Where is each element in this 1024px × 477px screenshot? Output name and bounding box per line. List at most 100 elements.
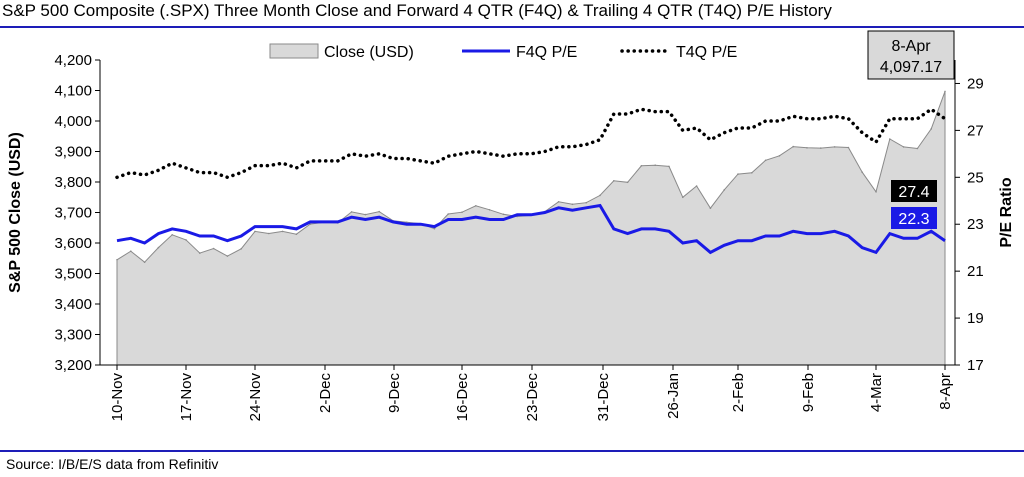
close-point [820, 147, 822, 149]
x-tick-label: 17-Nov [178, 373, 195, 422]
close-point [889, 138, 891, 140]
close-point [130, 250, 132, 252]
y-tick-label: 3,600 [54, 235, 92, 252]
close-point [295, 233, 298, 235]
y-tick-label: 3,300 [54, 327, 92, 344]
y2-axis-title: P/E Ratio [998, 177, 1015, 247]
close-point [626, 181, 629, 184]
close-point [764, 159, 767, 162]
y2-tick-label: 27 [967, 122, 984, 139]
close-point [792, 145, 794, 148]
close-point [557, 201, 560, 203]
close-point [281, 230, 284, 233]
close-point [668, 165, 670, 168]
close-point [599, 194, 601, 197]
callout-box [867, 30, 955, 80]
labels-layer: Close (USD) F4Q P/E T4Q P/E 8-Apr 4,097.17 27… [269, 30, 955, 229]
close-point [488, 209, 491, 211]
y-tick-label: 3,900 [54, 144, 92, 161]
close-area-series [116, 91, 946, 366]
y-tick-label: 3,200 [54, 357, 92, 374]
close-point [185, 239, 187, 241]
source-note: Source: I/B/E/S data from Refinitiv [6, 456, 219, 472]
x-tick-label: 9-Feb [800, 373, 817, 412]
callout-value: 4,097.17 [880, 59, 942, 76]
y-tick-label: 4,100 [54, 83, 92, 100]
axes-layer: 3,200 3,300 3,400 3,500 3,600 3,700 3,800 3,900… [7, 52, 1015, 421]
close-point [847, 146, 850, 149]
close-point [944, 90, 946, 93]
legend-close-swatch [269, 43, 319, 59]
f4q-pe-line [116, 203, 946, 255]
x-tick-label: 2-Feb [730, 373, 747, 412]
source-rule [0, 450, 1024, 452]
close-point [157, 246, 160, 249]
x-tick-label: 23-Dec [524, 373, 541, 422]
callout-date: 8-Apr [891, 38, 931, 55]
close-point [268, 232, 270, 235]
y2-tick-label: 29 [967, 75, 984, 92]
close-point [350, 211, 353, 213]
close-point [682, 196, 684, 199]
close-point [723, 189, 725, 191]
close-point [461, 211, 463, 213]
end-label-f4q: 22.3 [898, 211, 929, 228]
close-point [199, 252, 201, 254]
x-tick-label: 10-Nov [109, 373, 126, 422]
close-point [695, 185, 698, 187]
close-point [613, 180, 615, 182]
close-point [833, 146, 836, 148]
close-point [930, 128, 932, 130]
x-tick-label: 8-Apr [937, 373, 954, 410]
close-point [571, 203, 574, 206]
close-point [475, 205, 477, 207]
title-rule [0, 26, 1024, 28]
legend-f4q-label: F4Q P/E [516, 44, 577, 61]
close-point [447, 213, 450, 215]
chart-title: S&P 500 Composite (.SPX) Three Month Clo… [2, 1, 832, 20]
chart-svg: 3,200 3,300 3,400 3,500 3,600 3,700 3,800 3,900… [7, 30, 1015, 421]
y-tick-label: 3,500 [54, 266, 92, 283]
close-point [143, 261, 146, 264]
pe-line-layer [115, 107, 947, 255]
close-point [364, 213, 367, 216]
close-point [709, 207, 712, 209]
close-area-layer [116, 90, 946, 366]
y-tick-label: 3,700 [54, 205, 92, 222]
y2-tick-label: 19 [967, 310, 984, 327]
x-tick-label: 4-Mar [868, 373, 885, 412]
close-point [902, 146, 905, 148]
close-point [654, 164, 656, 166]
y2-tick-label: 23 [967, 216, 984, 233]
y-tick-label: 4,000 [54, 113, 92, 130]
close-point [171, 234, 173, 236]
close-point [226, 255, 229, 257]
x-tick-label: 26-Jan [665, 373, 682, 419]
close-point [212, 247, 215, 250]
y-tick-label: 3,400 [54, 296, 92, 313]
x-tick-label: 31-Dec [595, 373, 612, 422]
close-point [861, 171, 863, 173]
close-point [116, 259, 118, 261]
close-point [240, 248, 242, 250]
y2-tick-label: 25 [967, 169, 984, 186]
legend-close-label: Close (USD) [324, 44, 414, 61]
y-axis-title: S&P 500 Close (USD) [7, 132, 24, 293]
close-point [751, 172, 753, 174]
x-tick-label: 24-Nov [247, 373, 264, 422]
end-label-t4q: 27.4 [898, 184, 929, 201]
close-point [502, 213, 505, 216]
close-point [640, 165, 643, 167]
close-point [806, 147, 808, 149]
y2-tick-label: 21 [967, 263, 984, 280]
y-tick-label: 4,200 [54, 52, 92, 69]
legend-t4q-label: T4Q P/E [676, 44, 737, 61]
close-point [378, 210, 381, 213]
close-point [778, 155, 781, 157]
close-point [585, 201, 587, 204]
close-point [916, 147, 919, 150]
y-tick-label: 3,800 [54, 174, 92, 191]
close-point [254, 230, 256, 233]
t4q-pe-line [115, 107, 947, 180]
x-tick-label: 16-Dec [454, 373, 471, 422]
